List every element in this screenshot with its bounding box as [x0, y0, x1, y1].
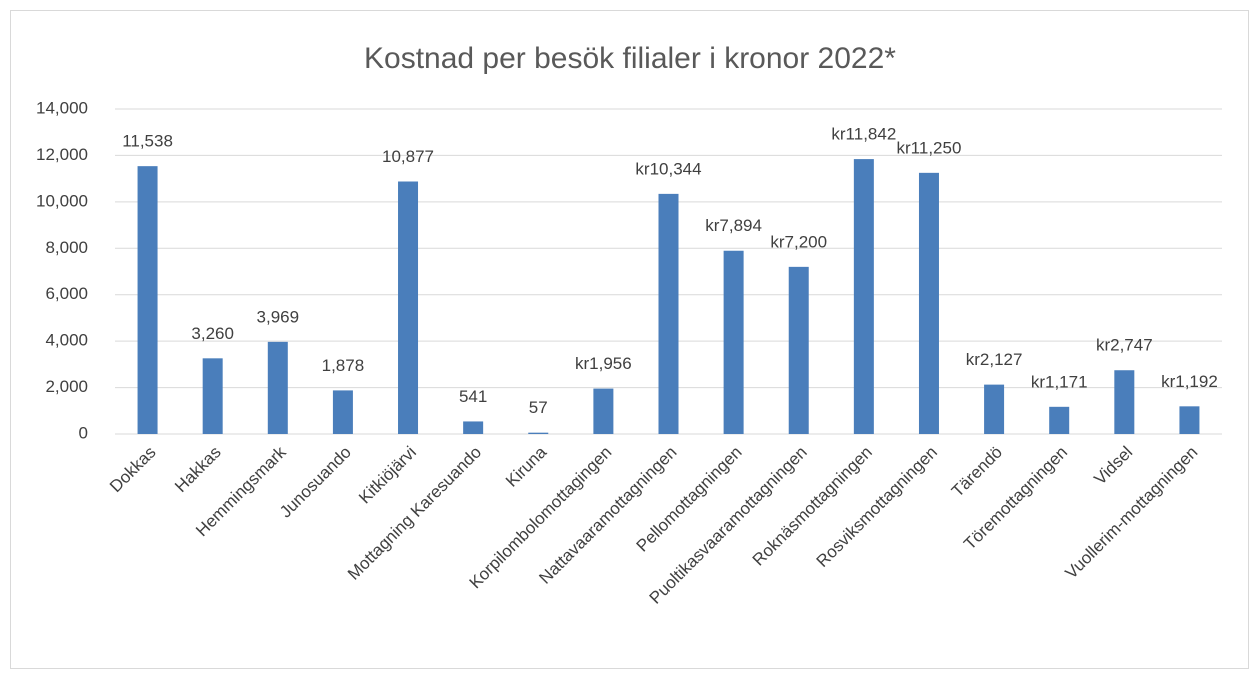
value-label: kr10,344: [635, 159, 701, 178]
chart-title: Kostnad per besök filialer i kronor 2022…: [364, 42, 896, 75]
bar: [463, 421, 484, 434]
value-label: 10,877: [382, 147, 434, 166]
value-label: 11,538: [122, 132, 173, 151]
y-tick-label: 0: [79, 423, 88, 442]
value-label: 3,260: [191, 324, 234, 343]
chart-border: [10, 10, 1249, 669]
bar: [1114, 370, 1135, 434]
bar: [658, 193, 679, 434]
value-label: 1,878: [322, 356, 365, 375]
y-tick-label: 12,000: [36, 145, 88, 164]
value-label: 541: [459, 387, 487, 406]
value-label: 3,969: [257, 307, 300, 326]
bar: [137, 166, 158, 434]
value-label: kr1,171: [1031, 372, 1088, 391]
value-label: kr7,200: [770, 232, 827, 251]
value-label: kr11,842: [831, 125, 896, 144]
value-label: kr11,250: [897, 138, 962, 157]
y-tick-label: 6,000: [45, 284, 88, 303]
bar: [202, 358, 223, 434]
bar: [984, 384, 1005, 434]
value-label: kr7,894: [705, 216, 762, 235]
value-label: kr2,127: [966, 350, 1023, 369]
y-tick-label: 2,000: [45, 377, 88, 396]
bar: [1049, 406, 1070, 434]
y-tick-label: 8,000: [45, 238, 88, 257]
value-label: kr2,747: [1096, 336, 1153, 355]
bar: [332, 390, 353, 434]
bar: [528, 432, 549, 434]
bar: [398, 181, 419, 434]
value-label: kr1,192: [1161, 372, 1218, 391]
bar: [1179, 406, 1200, 434]
value-label: kr1,956: [575, 354, 632, 373]
bar: [593, 388, 614, 434]
bar: [267, 341, 288, 434]
bar: [918, 172, 939, 434]
value-label: 57: [529, 398, 548, 417]
y-tick-label: 14,000: [36, 98, 88, 117]
y-tick-label: 4,000: [45, 331, 88, 350]
bar: [788, 266, 809, 434]
bar: [723, 250, 744, 434]
bar: [853, 159, 874, 434]
y-tick-label: 10,000: [36, 191, 88, 210]
